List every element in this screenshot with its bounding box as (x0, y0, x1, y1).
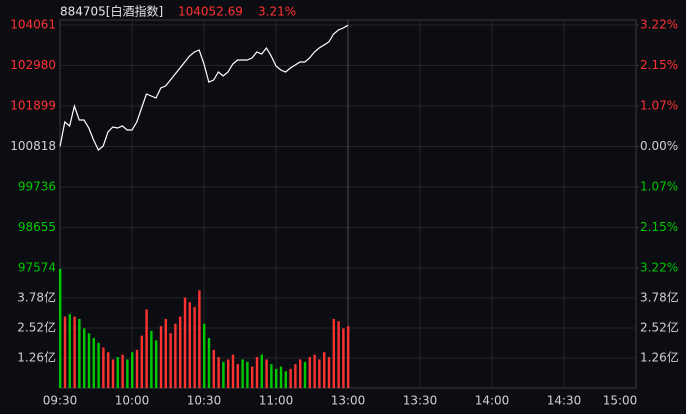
volume-bar (188, 302, 191, 388)
volume-bar (87, 333, 91, 388)
volume-bar (140, 335, 143, 388)
volume-bar (116, 357, 119, 388)
volume-bar (270, 364, 273, 388)
volume-bar (198, 290, 201, 388)
y-tick-label: 101899 (10, 98, 56, 112)
volume-bar (150, 330, 153, 388)
y2-tick-label: 3.78亿 (640, 290, 679, 305)
volume-bar (92, 338, 95, 388)
volume-bar (78, 318, 81, 388)
volume-bar (121, 354, 124, 388)
volume-bar (169, 333, 172, 388)
volume-bar (97, 342, 100, 388)
volume-bar (347, 326, 350, 388)
volume-bar (303, 361, 307, 388)
y-tick-label: 102980 (10, 58, 56, 72)
volume-bar (159, 326, 163, 388)
y-tick-label: 100818 (10, 139, 56, 153)
x-tick-label: 10:30 (187, 394, 222, 408)
volume-bar (63, 316, 67, 388)
x-tick-label: 14:30 (547, 394, 582, 408)
volume-bar (222, 361, 225, 388)
last-price: 104052.69 (178, 5, 243, 19)
volume-bar (164, 318, 167, 388)
volume-bar (342, 328, 345, 388)
volume-bar (251, 366, 254, 388)
volume-bar (135, 349, 139, 388)
x-tick-label: 13:30 (403, 394, 438, 408)
volume-bar (68, 314, 71, 388)
volume-bar (318, 359, 321, 388)
volume-bar (183, 297, 187, 388)
volume-bar (73, 316, 76, 388)
volume-bar (193, 307, 196, 388)
price-line (59, 24, 349, 151)
volume-bar (255, 357, 259, 388)
volume-bar (111, 359, 115, 388)
volume-bar (155, 340, 158, 388)
volume-bar (337, 321, 340, 388)
volume-bar (212, 349, 215, 388)
y-tick-label: 97574 (18, 261, 56, 275)
y2-tick-label: 1.07% (640, 179, 678, 193)
y-tick-label: 104061 (10, 18, 56, 32)
volume-bar (289, 368, 292, 388)
x-tick-label: 15:00 (603, 394, 638, 408)
y-tick-label: 98655 (18, 220, 56, 234)
volume-bar (131, 352, 134, 388)
volume-bar (284, 371, 287, 388)
y-tick-label: 1.26亿 (17, 350, 56, 365)
volume-bar (246, 361, 249, 388)
x-tick-label: 13:00 (331, 394, 366, 408)
y2-tick-label: 2.15% (640, 58, 678, 72)
y-tick-label: 3.78亿 (17, 290, 56, 305)
volume-bar (174, 323, 177, 388)
volume-bar (265, 359, 268, 388)
volume-bar (260, 354, 263, 388)
volume-bar (308, 357, 311, 388)
volume-bar (327, 357, 331, 388)
volume-bar (107, 352, 110, 388)
y2-tick-label: 2.15% (640, 220, 678, 234)
x-tick-label: 11:00 (259, 394, 294, 408)
volume-bar (102, 347, 105, 388)
volume-bar (145, 309, 148, 388)
volume-bar (83, 328, 86, 388)
volume-bar (179, 316, 182, 388)
y2-tick-label: 3.22% (640, 18, 678, 32)
y2-tick-label: 2.52亿 (640, 320, 679, 335)
volume-bar (217, 357, 220, 388)
y2-tick-label: 1.26亿 (640, 350, 679, 365)
change-percent: 3.21% (258, 5, 296, 19)
volume-bar (236, 364, 239, 388)
volume-bar (332, 318, 335, 388)
volume-bar (313, 354, 316, 388)
y-tick-label: 2.52亿 (17, 320, 56, 335)
volume-bar (241, 359, 244, 388)
volume-bar (203, 323, 206, 388)
x-tick-label: 10:00 (115, 394, 150, 408)
volume-bar (323, 352, 326, 388)
volume-bar (231, 354, 235, 388)
y-tick-label: 99736 (18, 180, 56, 194)
x-tick-label: 09:30 (43, 394, 78, 408)
volume-bar (126, 359, 129, 388)
y2-tick-label: 3.22% (640, 261, 678, 275)
volume-bar (299, 359, 302, 388)
y2-tick-label: 1.07% (640, 99, 678, 113)
volume-bar (294, 364, 297, 388)
volume-bar (275, 368, 278, 388)
y2-tick-label: 0.00% (640, 139, 678, 153)
volume-bar (227, 359, 230, 388)
volume-bar (59, 268, 62, 388)
index-code: 884705[白酒指数] (60, 4, 163, 19)
volume-bar (207, 338, 211, 388)
volume-bar (279, 366, 283, 388)
x-tick-label: 14:00 (475, 394, 510, 408)
